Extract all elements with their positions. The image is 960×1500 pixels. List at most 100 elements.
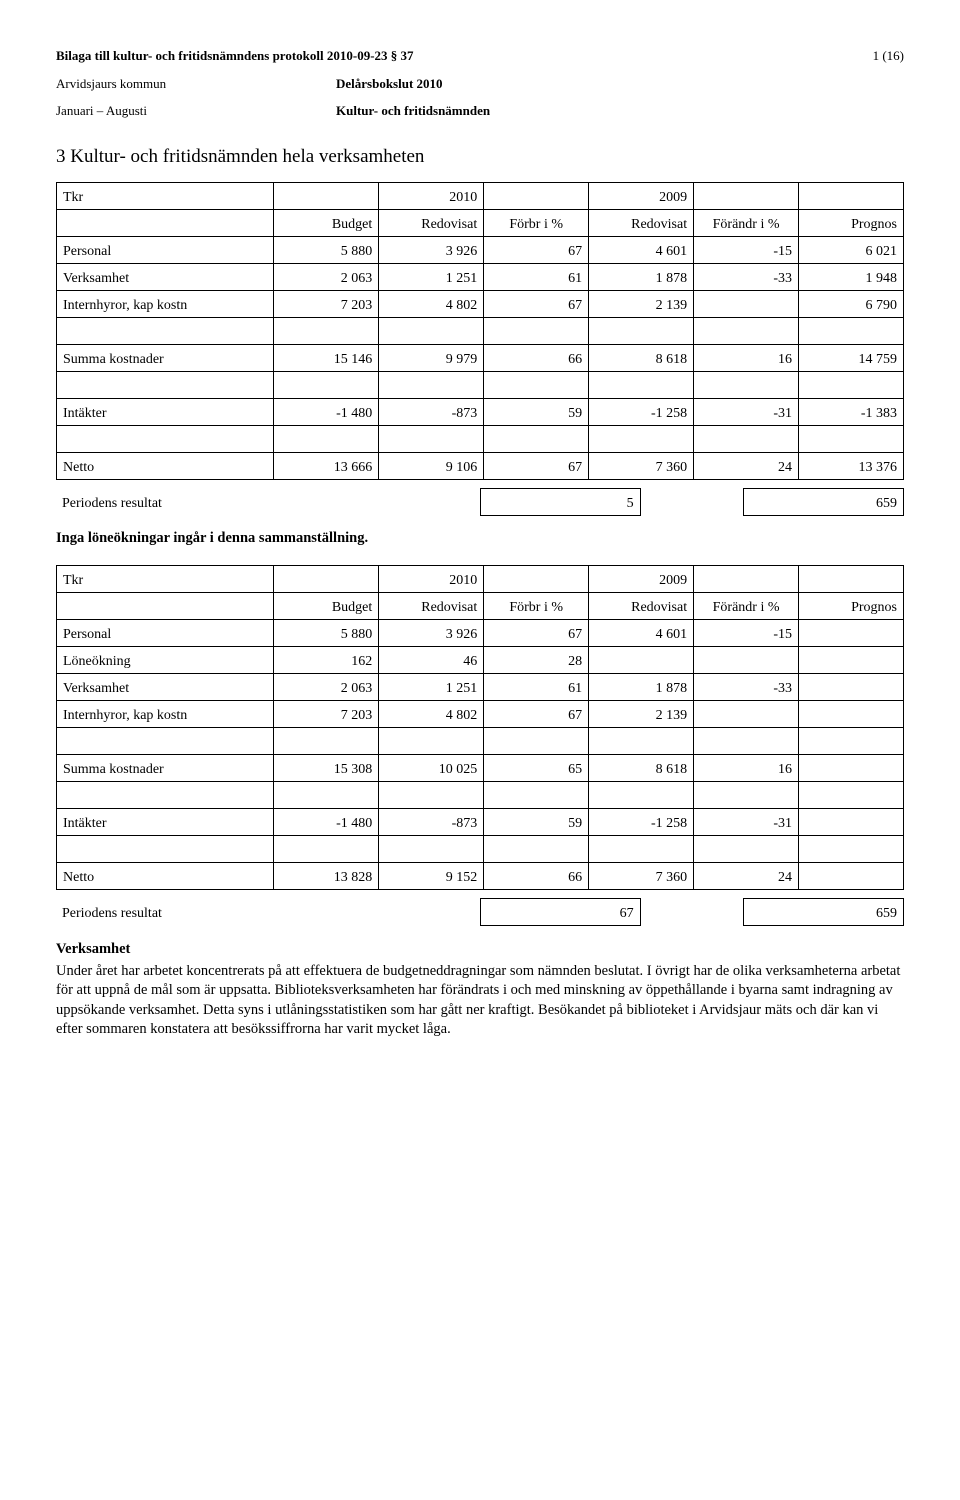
row-label: Intäkter xyxy=(57,808,274,835)
header-attachment: Bilaga till kultur- och fritidsnämndens … xyxy=(56,48,904,65)
cell: 5 880 xyxy=(274,619,379,646)
period: Januari – Augusti xyxy=(56,102,336,120)
year-2010: 2010 xyxy=(379,565,484,592)
board: Kultur- och fritidsnämnden xyxy=(336,102,490,120)
cell: 7 203 xyxy=(274,700,379,727)
cell: 59 xyxy=(484,398,589,425)
period-val-b: 659 xyxy=(743,488,903,515)
col-redovisat: Redovisat xyxy=(379,209,484,236)
row-label: Personal xyxy=(57,619,274,646)
cell: 14 759 xyxy=(799,344,904,371)
cell: -1 383 xyxy=(799,398,904,425)
col-prognos: Prognos xyxy=(799,209,904,236)
row-label: Internhyror, kap kostn xyxy=(57,290,274,317)
col-forbr: Förbr i % xyxy=(484,209,589,236)
cell: 10 025 xyxy=(379,754,484,781)
row-label: Netto xyxy=(57,452,274,479)
gap xyxy=(342,898,480,925)
cell: 61 xyxy=(484,673,589,700)
cell: 4 601 xyxy=(589,619,694,646)
cell xyxy=(274,182,379,209)
cell: -873 xyxy=(379,398,484,425)
row-label: Personal xyxy=(57,236,274,263)
cell xyxy=(694,290,799,317)
section-title: 3 Kultur- och fritidsnämnden hela verksa… xyxy=(56,146,904,168)
tkr-label: Tkr xyxy=(57,182,274,209)
cell: 7 360 xyxy=(589,452,694,479)
cell: 15 146 xyxy=(274,344,379,371)
cell: 67 xyxy=(484,236,589,263)
cell: 28 xyxy=(484,646,589,673)
gap xyxy=(342,488,480,515)
cell xyxy=(57,209,274,236)
summa-row: Summa kostnader 15 146 9 979 66 8 618 16… xyxy=(57,344,904,371)
cell: -33 xyxy=(694,673,799,700)
gap xyxy=(640,488,743,515)
table-top-row: Tkr 2010 2009 xyxy=(57,565,904,592)
financial-table-2: Tkr 2010 2009 Budget Redovisat Förbr i %… xyxy=(56,565,904,890)
cell: 5 880 xyxy=(274,236,379,263)
cell xyxy=(694,646,799,673)
cell: 46 xyxy=(379,646,484,673)
period-label: Periodens resultat xyxy=(56,488,342,515)
cell: 8 618 xyxy=(589,754,694,781)
cell xyxy=(694,182,799,209)
cell: 67 xyxy=(484,619,589,646)
cell: 15 308 xyxy=(274,754,379,781)
table-row: Internhyror, kap kostn 7 203 4 802 67 2 … xyxy=(57,290,904,317)
table-row: Löneökning 162 46 28 xyxy=(57,646,904,673)
cell: 4 802 xyxy=(379,290,484,317)
cell xyxy=(57,592,274,619)
cell: -15 xyxy=(694,236,799,263)
cell: 65 xyxy=(484,754,589,781)
row-label: Netto xyxy=(57,862,274,889)
cell: 7 360 xyxy=(589,862,694,889)
cell xyxy=(799,646,904,673)
cell xyxy=(799,619,904,646)
cell: 16 xyxy=(694,344,799,371)
col-redovisat2: Redovisat xyxy=(589,592,694,619)
period-val-a: 67 xyxy=(480,898,640,925)
cell: -31 xyxy=(694,808,799,835)
org-name: Arvidsjaurs kommun xyxy=(56,75,336,93)
cell: 4 802 xyxy=(379,700,484,727)
cell: -1 480 xyxy=(274,808,379,835)
cell: 2 139 xyxy=(589,700,694,727)
cell: 2 063 xyxy=(274,263,379,290)
spacer-row xyxy=(57,835,904,862)
summa-row: Summa kostnader 15 308 10 025 65 8 618 1… xyxy=(57,754,904,781)
cell: 1 948 xyxy=(799,263,904,290)
cell: 1 251 xyxy=(379,263,484,290)
cell: 2 063 xyxy=(274,673,379,700)
cell: 16 xyxy=(694,754,799,781)
statement: Inga löneökningar ingår i denna sammanst… xyxy=(56,530,904,547)
cell xyxy=(694,565,799,592)
row-label: Intäkter xyxy=(57,398,274,425)
cell: 162 xyxy=(274,646,379,673)
col-prognos: Prognos xyxy=(799,592,904,619)
cell xyxy=(799,862,904,889)
cell: 67 xyxy=(484,452,589,479)
cell: 8 618 xyxy=(589,344,694,371)
cell xyxy=(589,646,694,673)
cell: -1 258 xyxy=(589,398,694,425)
cell: -1 258 xyxy=(589,808,694,835)
row-label: Internhyror, kap kostn xyxy=(57,700,274,727)
cell xyxy=(799,754,904,781)
cell: 1 878 xyxy=(589,673,694,700)
cell xyxy=(694,700,799,727)
row-label: Verksamhet xyxy=(57,263,274,290)
row-label: Summa kostnader xyxy=(57,754,274,781)
col-redovisat2: Redovisat xyxy=(589,209,694,236)
col-forandr: Förändr i % xyxy=(694,209,799,236)
page-marker: 1 (16) xyxy=(873,48,904,65)
cell: 24 xyxy=(694,452,799,479)
cell: 67 xyxy=(484,290,589,317)
col-budget: Budget xyxy=(274,592,379,619)
table-row: Personal 5 880 3 926 67 4 601 -15 6 021 xyxy=(57,236,904,263)
cell xyxy=(799,673,904,700)
meta-row-1: Arvidsjaurs kommun Delårsbokslut 2010 xyxy=(56,75,904,93)
cell: -1 480 xyxy=(274,398,379,425)
cell: 7 203 xyxy=(274,290,379,317)
table-top-row: Tkr 2010 2009 xyxy=(57,182,904,209)
